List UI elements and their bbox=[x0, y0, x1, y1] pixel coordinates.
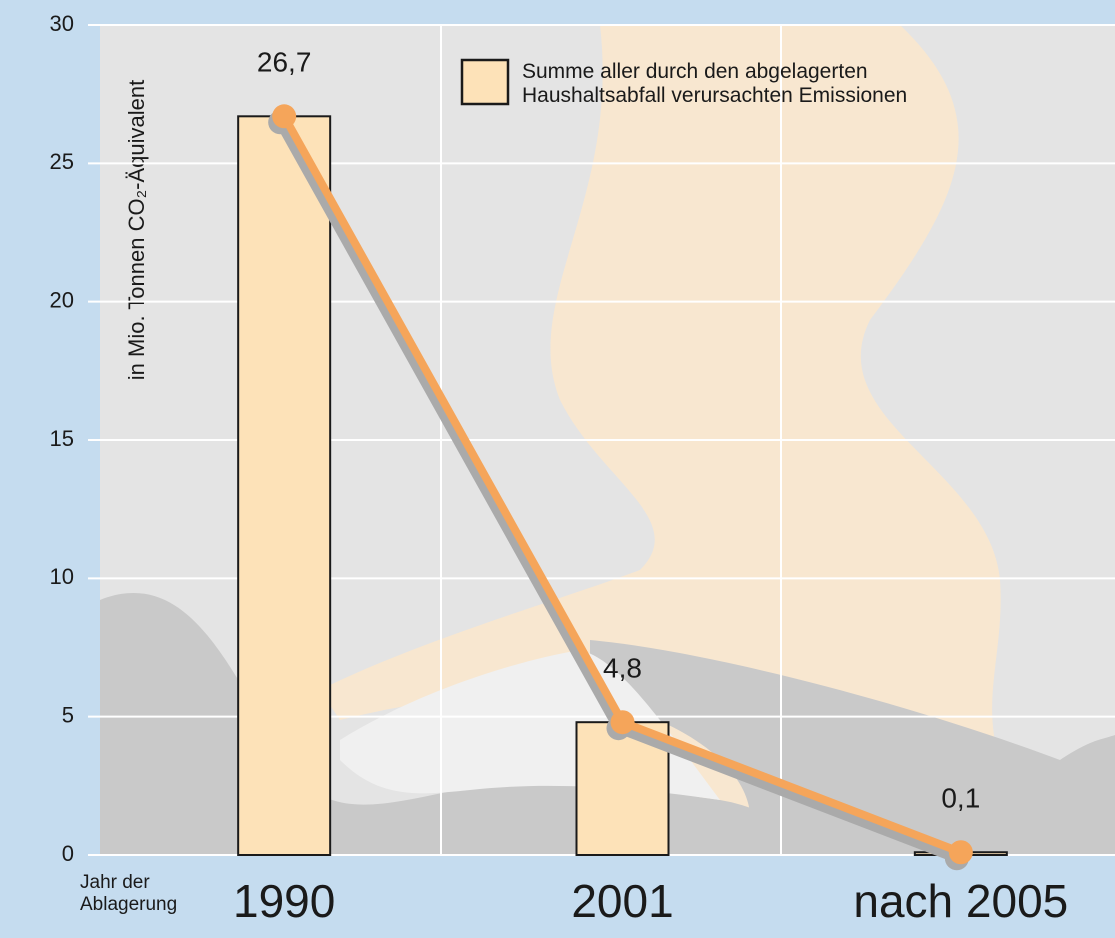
legend-label: Summe aller durch den abgelagerten Haush… bbox=[522, 60, 992, 108]
x-axis-label: Jahr der Ablagerung bbox=[80, 872, 180, 916]
y-tick-label: 10 bbox=[50, 564, 74, 589]
value-label: 0,1 bbox=[941, 783, 980, 814]
page: in Mio. Tonnen CO₂-Äquivalent 0 5 10 15 20 25… bbox=[0, 0, 1115, 938]
y-tick-label: 15 bbox=[50, 426, 74, 451]
x-tick-label: nach 2005 bbox=[853, 875, 1068, 927]
y-tick-label: 20 bbox=[50, 287, 74, 312]
x-tick-label: 2001 bbox=[571, 875, 673, 927]
bar bbox=[238, 116, 330, 855]
y-tick-label: 0 bbox=[62, 841, 74, 866]
value-label: 4,8 bbox=[603, 653, 642, 684]
x-tick-label: 1990 bbox=[233, 875, 335, 927]
point bbox=[611, 710, 635, 734]
point bbox=[949, 840, 973, 864]
y-axis-label: in Mio. Tonnen CO₂-Äquivalent bbox=[124, 80, 149, 380]
y-tick-label: 5 bbox=[62, 702, 74, 727]
point bbox=[272, 104, 296, 128]
y-tick-label: 30 bbox=[50, 11, 74, 36]
chart: in Mio. Tonnen CO₂-Äquivalent 0 5 10 15 20 25… bbox=[0, 0, 1115, 938]
value-label: 26,7 bbox=[257, 47, 312, 78]
legend-swatch bbox=[462, 60, 508, 104]
y-tick-label: 25 bbox=[50, 149, 74, 174]
